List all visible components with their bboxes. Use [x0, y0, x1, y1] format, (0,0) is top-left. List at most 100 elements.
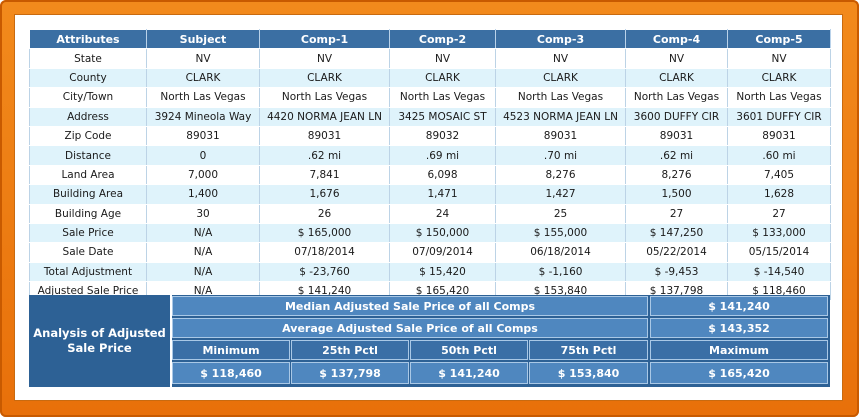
attribute-label: County: [29, 67, 147, 89]
table-cell: 30: [146, 203, 260, 224]
table-cell: 8,276: [625, 164, 728, 186]
stat-value-75th: $ 153,840: [529, 362, 648, 384]
stat-header-maximum: Maximum: [650, 340, 828, 360]
table-cell: 07/18/2014: [259, 242, 390, 263]
table-cell: 05/15/2014: [727, 242, 831, 263]
table-cell: NV: [259, 48, 390, 69]
table-row: Distance 0.62 mi .69 mi .70 mi .62 mi .60 mi: [29, 145, 831, 166]
table-row: Address 3924 Mineola Way 4420 NORMA JEAN L…: [29, 106, 831, 127]
table-cell: $ 165,000: [259, 222, 390, 244]
table-cell: $ 150,000: [389, 222, 496, 244]
table-cell: $ 15,420: [389, 261, 496, 283]
stat-value-50th: $ 141,240: [410, 362, 528, 384]
table-body: State NV NV NV NV NV NV County CLARK CLARK CLARK CL…: [29, 48, 831, 302]
table-cell: 27: [727, 203, 831, 224]
table-cell: .62 mi: [625, 145, 728, 166]
stat-value-maximum: $ 165,420: [650, 362, 828, 384]
table-cell: 1,471: [389, 184, 496, 205]
analysis-label: Analysis of Adjusted Sale Price: [29, 295, 172, 387]
attribute-label: Land Area: [29, 164, 147, 186]
table-cell: $ -14,540: [727, 261, 831, 283]
table-cell: $ -23,760: [259, 261, 390, 283]
attribute-label: City/Town: [29, 87, 147, 108]
table-cell: 4523 NORMA JEAN LN: [495, 106, 626, 127]
table-cell: CLARK: [495, 67, 626, 89]
analysis-section: Analysis of Adjusted Sale Price Median A…: [29, 295, 830, 387]
column-header: Comp-1: [259, 28, 390, 50]
table-cell: 7,405: [727, 164, 831, 186]
table-cell: NV: [625, 48, 728, 69]
table-cell: $ -9,453: [625, 261, 728, 283]
table-cell: N/A: [146, 261, 260, 283]
table-cell: 3600 DUFFY CIR: [625, 106, 728, 127]
table-row: Building Age 30 26 24 25 27 27: [29, 203, 831, 224]
median-label: Median Adjusted Sale Price of all Comps: [172, 296, 648, 316]
table-cell: 25: [495, 203, 626, 224]
attribute-label: Building Age: [29, 203, 147, 224]
table-row: Sale Date N/A 07/18/2014 07/09/2014 06/18/20…: [29, 242, 831, 263]
table-cell: CLARK: [259, 67, 390, 89]
column-header: Comp-5: [727, 28, 831, 50]
table-header-row: Attributes Subject Comp-1 Comp-2 Comp-3 Comp-…: [29, 28, 831, 50]
table-row: City/Town North Las Vegas North Las Vegas N…: [29, 87, 831, 108]
table-cell: 07/09/2014: [389, 242, 496, 263]
table-cell: 6,098: [389, 164, 496, 186]
table-cell: 1,400: [146, 184, 260, 205]
attribute-label: Building Area: [29, 184, 147, 205]
table-cell: $ 133,000: [727, 222, 831, 244]
attribute-label: Total Adjustment: [29, 261, 147, 283]
table-cell: .60 mi: [727, 145, 831, 166]
table-cell: North Las Vegas: [727, 87, 831, 108]
table-cell: 1,427: [495, 184, 626, 205]
table-cell: 89031: [259, 125, 390, 147]
stat-header-25th: 25th Pctl: [291, 340, 409, 360]
table-row: County CLARK CLARK CLARK CLARK CLARK CLARK: [29, 67, 831, 89]
column-header: Attributes: [29, 28, 147, 50]
table-cell: .62 mi: [259, 145, 390, 166]
stat-header-50th: 50th Pctl: [410, 340, 528, 360]
comparables-table: Attributes Subject Comp-1 Comp-2 Comp-3 Comp-…: [29, 28, 831, 302]
comparables-panel: Attributes Subject Comp-1 Comp-2 Comp-3 Comp-…: [14, 14, 843, 401]
column-header: Comp-4: [625, 28, 728, 50]
table-cell: 0: [146, 145, 260, 166]
table-row: Zip Code 89031 89031 89032 89031 89031 89031: [29, 125, 831, 147]
table-cell: 3601 DUFFY CIR: [727, 106, 831, 127]
table-cell: CLARK: [727, 67, 831, 89]
average-value: $ 143,352: [650, 318, 828, 338]
table-cell: CLARK: [625, 67, 728, 89]
table-cell: 1,676: [259, 184, 390, 205]
median-value: $ 141,240: [650, 296, 828, 316]
table-cell: CLARK: [389, 67, 496, 89]
attribute-label: Sale Price: [29, 222, 147, 244]
table-cell: 89031: [727, 125, 831, 147]
attribute-label: Address: [29, 106, 147, 127]
table-cell: $ -1,160: [495, 261, 626, 283]
table-cell: 89032: [389, 125, 496, 147]
table-cell: North Las Vegas: [389, 87, 496, 108]
table-cell: .69 mi: [389, 145, 496, 166]
table-cell: 7,000: [146, 164, 260, 186]
table-cell: NV: [389, 48, 496, 69]
attribute-label: Zip Code: [29, 125, 147, 147]
table-cell: 89031: [625, 125, 728, 147]
table-cell: 1,500: [625, 184, 728, 205]
table-cell: $ 155,000: [495, 222, 626, 244]
table-cell: 27: [625, 203, 728, 224]
table-cell: 06/18/2014: [495, 242, 626, 263]
table-cell: 7,841: [259, 164, 390, 186]
table-cell: 4420 NORMA JEAN LN: [259, 106, 390, 127]
table-row: State NV NV NV NV NV NV: [29, 48, 831, 69]
table-cell: NV: [146, 48, 260, 69]
table-row: Total Adjustment N/A $ -23,760 $ 15,420 $ -1…: [29, 261, 831, 283]
table-cell: 89031: [495, 125, 626, 147]
table-cell: NV: [495, 48, 626, 69]
table-cell: 1,628: [727, 184, 831, 205]
stat-header-minimum: Minimum: [172, 340, 290, 360]
table-cell: CLARK: [146, 67, 260, 89]
table-cell: 8,276: [495, 164, 626, 186]
table-cell: 05/22/2014: [625, 242, 728, 263]
table-cell: N/A: [146, 242, 260, 263]
attribute-label: Distance: [29, 145, 147, 166]
table-cell: 3924 Mineola Way: [146, 106, 260, 127]
